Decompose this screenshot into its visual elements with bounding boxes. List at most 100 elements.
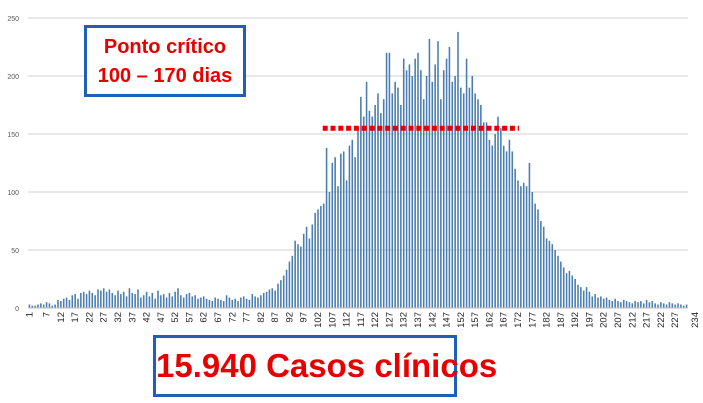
bar bbox=[511, 151, 514, 308]
bar bbox=[211, 301, 214, 308]
bar bbox=[345, 180, 348, 308]
x-tick-label: 102 bbox=[313, 312, 324, 328]
bar bbox=[391, 93, 394, 309]
bar bbox=[354, 157, 356, 308]
bar bbox=[277, 283, 279, 308]
bar bbox=[305, 226, 308, 308]
bar bbox=[134, 294, 136, 308]
bar bbox=[640, 301, 642, 308]
bar bbox=[148, 296, 151, 308]
bar bbox=[631, 303, 634, 308]
x-tick-label: 17 bbox=[70, 312, 81, 323]
bar bbox=[585, 287, 588, 308]
bar bbox=[448, 47, 451, 308]
x-tick-label: 162 bbox=[484, 312, 495, 328]
bar bbox=[168, 292, 171, 308]
bar bbox=[154, 298, 156, 308]
bar bbox=[362, 116, 365, 308]
bar bbox=[465, 58, 468, 308]
bar bbox=[162, 294, 165, 308]
x-tick-label: 42 bbox=[142, 312, 153, 323]
x-tick-label: 67 bbox=[213, 312, 224, 323]
bar bbox=[608, 299, 611, 308]
x-tick-label: 77 bbox=[242, 312, 253, 323]
bar bbox=[385, 52, 388, 308]
x-tick-label: 217 bbox=[642, 312, 653, 328]
bar bbox=[31, 305, 34, 308]
bar bbox=[322, 203, 325, 308]
y-tick-label: 100 bbox=[7, 190, 19, 197]
x-tick-label: 142 bbox=[427, 312, 438, 328]
critical-point-title: Ponto crítico bbox=[103, 36, 227, 58]
bar bbox=[194, 295, 196, 308]
bar bbox=[520, 186, 522, 308]
bar bbox=[360, 96, 362, 308]
critical-point-callout: Ponto crítico 100 – 170 dias bbox=[84, 25, 246, 97]
x-tick-label: 132 bbox=[399, 312, 410, 328]
bar bbox=[145, 291, 148, 308]
bar bbox=[340, 153, 342, 308]
x-tick-label: 207 bbox=[613, 312, 624, 328]
bar bbox=[257, 297, 259, 308]
bar bbox=[660, 302, 662, 308]
bar bbox=[642, 303, 645, 308]
bar bbox=[405, 70, 408, 308]
x-tick-label: 202 bbox=[599, 312, 610, 328]
x-tick-label: 192 bbox=[570, 312, 581, 328]
bar bbox=[165, 297, 168, 308]
bar bbox=[445, 58, 448, 308]
bar bbox=[397, 87, 399, 308]
bar bbox=[214, 297, 216, 308]
bar-series bbox=[28, 31, 688, 309]
bar bbox=[425, 76, 428, 308]
bar bbox=[565, 273, 568, 308]
x-tick-label: 137 bbox=[413, 312, 424, 328]
bar bbox=[674, 304, 676, 308]
bar bbox=[342, 151, 345, 308]
bar bbox=[400, 105, 402, 308]
bar bbox=[628, 302, 631, 308]
x-tick-label: 222 bbox=[656, 312, 667, 328]
bar bbox=[308, 238, 311, 308]
bar bbox=[254, 296, 256, 308]
bar bbox=[45, 302, 48, 308]
bar bbox=[65, 297, 68, 308]
x-axis-ticks: 1 7 12 17 22 27 32 37 42 47 52 57 62 67 72 77 82 87 92 97 10… bbox=[24, 312, 701, 328]
bar bbox=[434, 64, 436, 309]
bar bbox=[297, 244, 299, 308]
bar bbox=[677, 303, 679, 308]
bar bbox=[525, 186, 528, 308]
y-tick-label: 0 bbox=[15, 306, 19, 313]
bar bbox=[380, 113, 382, 309]
bar bbox=[537, 209, 539, 308]
bar bbox=[522, 182, 525, 308]
bar bbox=[577, 284, 579, 308]
bar bbox=[80, 292, 82, 308]
bar bbox=[571, 275, 574, 308]
x-tick-label: 87 bbox=[270, 312, 281, 323]
bar bbox=[205, 298, 208, 308]
bar bbox=[28, 304, 31, 308]
bar bbox=[102, 288, 105, 308]
bar bbox=[108, 289, 111, 308]
bar bbox=[57, 299, 59, 308]
bar bbox=[62, 298, 65, 308]
x-tick-label: 112 bbox=[342, 312, 353, 327]
bar bbox=[180, 295, 182, 308]
bar bbox=[682, 305, 685, 308]
bar bbox=[320, 205, 322, 308]
bar bbox=[191, 296, 194, 308]
bar bbox=[231, 299, 234, 308]
y-tick-label: 200 bbox=[7, 74, 19, 81]
bar bbox=[60, 301, 62, 308]
bar bbox=[531, 192, 534, 308]
bar bbox=[488, 139, 491, 308]
bar bbox=[580, 287, 582, 308]
bar bbox=[671, 303, 674, 308]
bar bbox=[614, 298, 616, 308]
x-tick-label: 1 bbox=[24, 312, 35, 317]
bar bbox=[40, 303, 42, 308]
x-tick-label: 32 bbox=[113, 312, 124, 323]
bar bbox=[245, 298, 248, 308]
bar bbox=[260, 295, 262, 308]
